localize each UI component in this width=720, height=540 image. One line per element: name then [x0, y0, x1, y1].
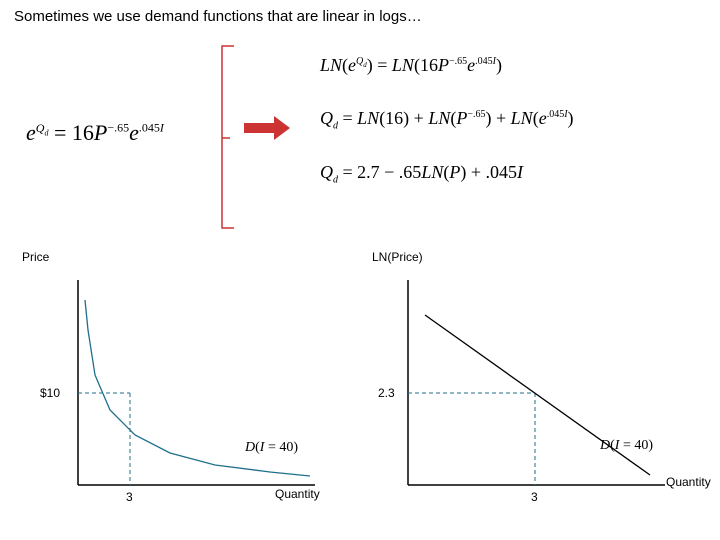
right-chart-y-label: LN(Price)	[372, 250, 423, 264]
equation-right-2: Qd = LN(16) + LN(P−.65) + LN(e.045I)	[320, 108, 574, 132]
equation-right-3: Qd = 2.7 − .65LN(P) + .045I	[320, 162, 523, 186]
arrow-icon	[242, 116, 292, 140]
right-chart-x-label: Quantity	[666, 475, 711, 489]
right-chart-curve-label: D(I = 40)	[600, 438, 653, 454]
left-chart-x-tick: 3	[126, 490, 133, 504]
slide-title: Sometimes we use demand functions that a…	[14, 8, 422, 25]
right-chart-y-tick: 2.3	[378, 386, 395, 400]
equation-right-1: LN(eQd) = LN(16P−.65e.045I)	[320, 55, 502, 76]
right-chart-x-tick: 3	[531, 490, 538, 504]
equation-left-main: eQd = 16P−.65e.045I	[26, 120, 164, 146]
left-chart-y-label: Price	[22, 250, 49, 264]
left-chart-x-label: Quantity	[275, 487, 320, 501]
bracket-icon	[218, 42, 242, 232]
left-chart-curve-label: D(I = 40)	[245, 440, 298, 456]
left-chart-y-tick: $10	[40, 386, 60, 400]
chart-price-quantity: Price $10 3 Quantity D(I = 40)	[40, 280, 320, 500]
chart-lnprice-quantity: LN(Price) 2.3 3 Quantity D(I = 40)	[370, 280, 670, 500]
